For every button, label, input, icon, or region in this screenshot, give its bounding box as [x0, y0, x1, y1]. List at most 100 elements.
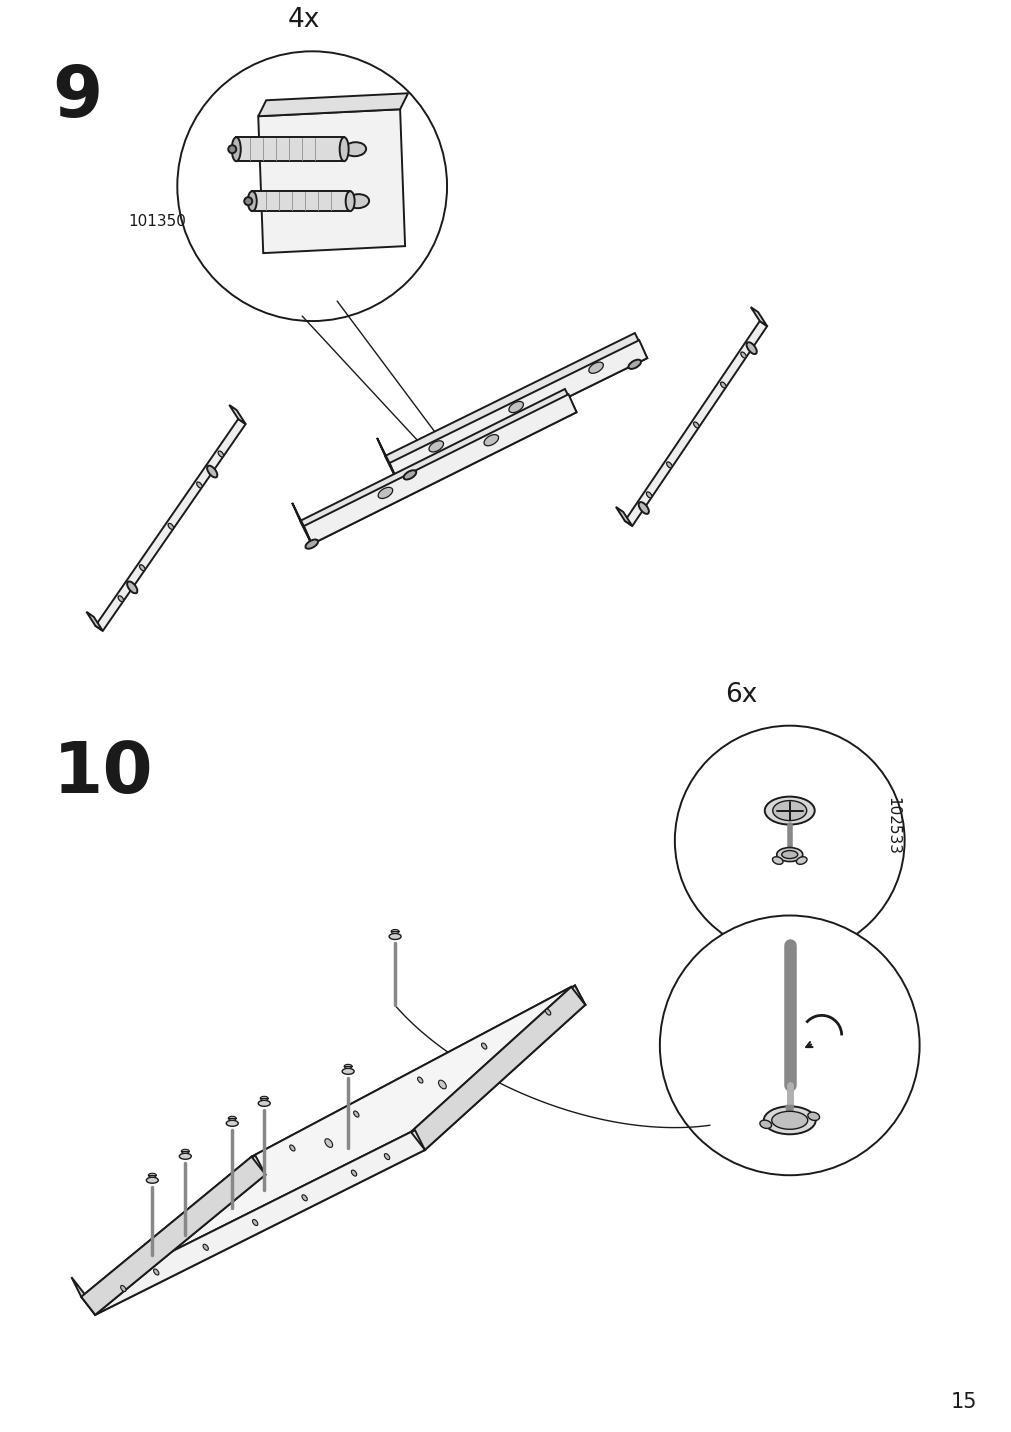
Ellipse shape	[120, 1286, 125, 1292]
Ellipse shape	[771, 1111, 807, 1130]
Ellipse shape	[746, 342, 756, 354]
Ellipse shape	[207, 465, 217, 477]
Ellipse shape	[344, 142, 366, 156]
Ellipse shape	[483, 434, 498, 445]
Ellipse shape	[764, 796, 814, 825]
Polygon shape	[85, 1156, 265, 1315]
Polygon shape	[377, 438, 397, 481]
Ellipse shape	[388, 934, 400, 939]
Ellipse shape	[226, 1120, 238, 1127]
Ellipse shape	[149, 1173, 156, 1177]
Polygon shape	[255, 985, 584, 1174]
Ellipse shape	[228, 145, 236, 153]
Text: 6x: 6x	[724, 682, 756, 707]
Polygon shape	[410, 987, 584, 1150]
Ellipse shape	[429, 441, 443, 453]
Ellipse shape	[340, 137, 349, 162]
Polygon shape	[785, 1106, 793, 1123]
Text: 9: 9	[53, 63, 102, 132]
Ellipse shape	[763, 1107, 815, 1134]
Ellipse shape	[147, 1177, 158, 1183]
Ellipse shape	[740, 352, 745, 358]
Text: 15: 15	[950, 1392, 977, 1412]
Polygon shape	[229, 405, 246, 424]
Ellipse shape	[344, 1064, 352, 1068]
Ellipse shape	[305, 540, 317, 548]
Ellipse shape	[759, 1120, 770, 1128]
Circle shape	[659, 915, 919, 1176]
Polygon shape	[389, 341, 647, 481]
Polygon shape	[81, 1157, 265, 1315]
Ellipse shape	[666, 463, 671, 468]
Ellipse shape	[384, 1154, 389, 1160]
Ellipse shape	[720, 382, 725, 388]
Ellipse shape	[693, 422, 699, 428]
Text: 4x: 4x	[287, 7, 319, 33]
Polygon shape	[258, 109, 404, 253]
Ellipse shape	[342, 1068, 354, 1074]
Ellipse shape	[228, 1117, 236, 1120]
Ellipse shape	[351, 1170, 357, 1176]
Ellipse shape	[545, 1010, 550, 1015]
Ellipse shape	[232, 137, 241, 162]
Polygon shape	[95, 420, 246, 632]
Polygon shape	[616, 507, 632, 526]
Polygon shape	[415, 985, 584, 1150]
Ellipse shape	[353, 1111, 359, 1117]
Polygon shape	[72, 1277, 95, 1315]
Ellipse shape	[203, 1244, 208, 1250]
Text: 102533: 102533	[885, 796, 899, 855]
Ellipse shape	[771, 856, 783, 865]
Polygon shape	[750, 306, 766, 326]
Ellipse shape	[346, 192, 354, 211]
Ellipse shape	[438, 1080, 446, 1088]
Ellipse shape	[347, 195, 369, 208]
Polygon shape	[300, 390, 576, 544]
Ellipse shape	[289, 1146, 295, 1151]
Ellipse shape	[481, 1042, 486, 1050]
Polygon shape	[85, 1130, 425, 1315]
Text: 10: 10	[53, 739, 153, 808]
Polygon shape	[81, 987, 570, 1297]
Ellipse shape	[418, 1077, 423, 1083]
Ellipse shape	[628, 359, 640, 369]
Ellipse shape	[646, 493, 651, 498]
Ellipse shape	[301, 1194, 307, 1201]
Ellipse shape	[168, 523, 173, 530]
Circle shape	[674, 726, 904, 955]
Ellipse shape	[509, 401, 523, 412]
Ellipse shape	[179, 1153, 191, 1160]
Ellipse shape	[796, 856, 806, 865]
Ellipse shape	[218, 451, 223, 457]
Ellipse shape	[211, 1197, 218, 1206]
Ellipse shape	[390, 929, 398, 934]
Polygon shape	[292, 503, 311, 544]
Ellipse shape	[378, 487, 392, 498]
Polygon shape	[303, 394, 576, 544]
Ellipse shape	[807, 1113, 819, 1120]
Ellipse shape	[154, 1269, 159, 1274]
Ellipse shape	[252, 1220, 258, 1226]
Ellipse shape	[780, 851, 797, 859]
Polygon shape	[258, 93, 407, 116]
Ellipse shape	[127, 581, 137, 593]
Ellipse shape	[258, 1100, 270, 1107]
Ellipse shape	[403, 470, 416, 480]
Ellipse shape	[260, 1097, 268, 1100]
Circle shape	[177, 52, 447, 321]
Ellipse shape	[588, 362, 603, 374]
Ellipse shape	[325, 1138, 333, 1147]
Ellipse shape	[638, 503, 648, 514]
Polygon shape	[252, 192, 350, 211]
Ellipse shape	[140, 564, 145, 571]
Ellipse shape	[181, 1150, 189, 1153]
Polygon shape	[81, 1131, 425, 1315]
Ellipse shape	[244, 198, 252, 205]
Ellipse shape	[248, 192, 257, 211]
Polygon shape	[236, 137, 344, 162]
Ellipse shape	[776, 848, 802, 862]
Polygon shape	[252, 987, 584, 1174]
Ellipse shape	[772, 800, 806, 821]
Polygon shape	[624, 321, 766, 526]
Ellipse shape	[196, 483, 202, 488]
